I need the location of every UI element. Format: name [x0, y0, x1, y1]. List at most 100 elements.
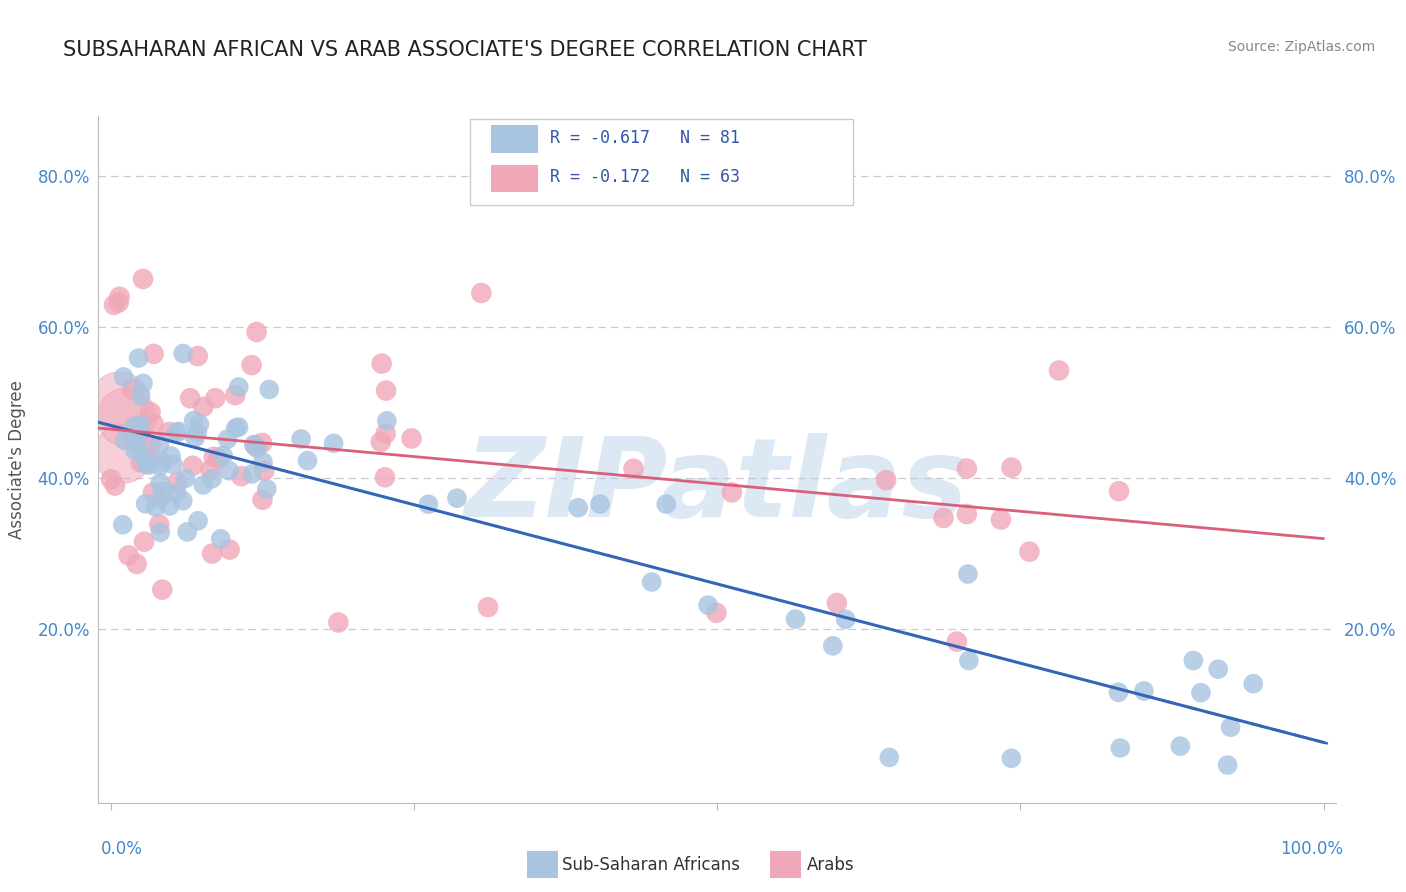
Text: R = -0.617   N = 81: R = -0.617 N = 81 — [550, 128, 740, 146]
Text: Sub-Saharan Africans: Sub-Saharan Africans — [562, 856, 741, 874]
Point — [322, 436, 344, 450]
Point — [374, 470, 396, 484]
Point — [165, 425, 187, 440]
Point — [138, 458, 160, 472]
Point — [721, 485, 744, 500]
Point — [111, 446, 134, 460]
Point — [162, 458, 184, 472]
FancyBboxPatch shape — [491, 165, 537, 193]
Point — [135, 497, 157, 511]
Point — [1182, 654, 1205, 668]
Text: Source: ZipAtlas.com: Source: ZipAtlas.com — [1227, 40, 1375, 54]
Point — [401, 432, 423, 446]
Point — [138, 450, 160, 465]
Point — [297, 453, 319, 467]
Point — [114, 434, 136, 448]
Point — [655, 497, 678, 511]
Point — [142, 417, 165, 431]
Point — [172, 346, 194, 360]
Point — [124, 443, 146, 458]
Text: ZIPatlas: ZIPatlas — [465, 434, 969, 541]
Point — [122, 430, 145, 444]
Point — [122, 419, 145, 434]
Point — [706, 606, 728, 620]
Point — [1219, 720, 1241, 734]
Point — [209, 532, 232, 546]
Point — [375, 384, 398, 398]
Point — [1000, 460, 1022, 475]
Point — [149, 458, 172, 473]
Point — [117, 549, 139, 563]
Point — [641, 574, 664, 589]
Point — [218, 464, 240, 478]
Point — [153, 484, 176, 499]
Point — [697, 598, 720, 612]
Point — [825, 596, 848, 610]
Point — [108, 393, 131, 408]
Point — [104, 478, 127, 492]
Point — [114, 410, 136, 425]
Text: Arabs: Arabs — [807, 856, 855, 874]
Point — [129, 417, 152, 432]
Point — [135, 458, 157, 472]
Point — [217, 432, 239, 446]
Point — [243, 437, 266, 451]
Point — [183, 413, 205, 427]
Point — [1168, 739, 1191, 753]
Point — [252, 455, 274, 469]
Point — [240, 358, 263, 372]
Point — [821, 639, 844, 653]
FancyBboxPatch shape — [491, 126, 537, 153]
Point — [1241, 677, 1264, 691]
Point — [246, 442, 269, 456]
Point — [1109, 741, 1132, 756]
Point — [186, 425, 208, 440]
Point — [132, 376, 155, 391]
Point — [243, 439, 266, 453]
Point — [228, 380, 250, 394]
Text: 0.0%: 0.0% — [101, 840, 143, 858]
Point — [201, 472, 224, 486]
Point — [1107, 685, 1129, 699]
Text: R = -0.172   N = 63: R = -0.172 N = 63 — [550, 169, 740, 186]
Point — [990, 512, 1012, 526]
Point — [103, 298, 125, 312]
Point — [470, 285, 492, 300]
Point — [166, 485, 188, 500]
Point — [148, 517, 170, 532]
Point — [125, 557, 148, 571]
Point — [128, 437, 150, 451]
Point — [957, 653, 980, 667]
Point — [1216, 758, 1239, 772]
Point — [188, 417, 211, 432]
Point — [1018, 544, 1040, 558]
Point — [207, 451, 229, 466]
Point — [107, 295, 129, 310]
Point — [149, 475, 172, 490]
Point — [218, 542, 240, 557]
Y-axis label: Associate's Degree: Associate's Degree — [8, 380, 27, 539]
Point — [148, 438, 170, 452]
FancyBboxPatch shape — [470, 120, 853, 205]
Point — [956, 461, 979, 475]
Text: SUBSAHARAN AFRICAN VS ARAB ASSOCIATE'S DEGREE CORRELATION CHART: SUBSAHARAN AFRICAN VS ARAB ASSOCIATE'S D… — [63, 40, 868, 60]
Point — [256, 482, 278, 496]
Point — [418, 497, 440, 511]
Point — [145, 500, 167, 515]
Point — [111, 517, 134, 532]
Point — [567, 500, 589, 515]
Point — [370, 434, 392, 449]
Point — [446, 491, 468, 506]
Point — [245, 325, 267, 339]
Point — [956, 567, 979, 582]
Point — [172, 493, 194, 508]
Point — [212, 449, 235, 463]
Point — [946, 634, 969, 648]
Point — [589, 497, 612, 511]
Point — [252, 492, 274, 507]
Point — [100, 472, 122, 486]
Point — [623, 461, 645, 475]
Point — [124, 424, 146, 438]
Point — [879, 750, 901, 764]
Point — [834, 612, 856, 626]
